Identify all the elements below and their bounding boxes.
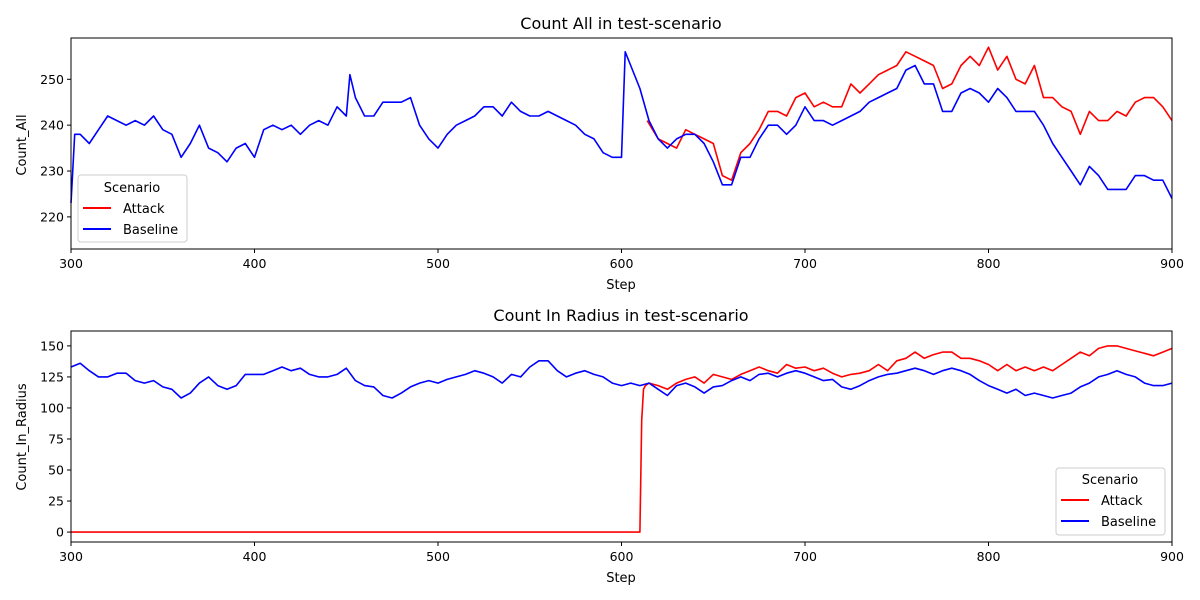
x-tick-label: 400 — [243, 549, 267, 564]
legend-box — [1055, 467, 1166, 536]
x-tick-label: 700 — [793, 549, 817, 564]
x-tick-label: 800 — [977, 549, 1001, 564]
y-tick-label: 75 — [48, 431, 64, 446]
legend-label-attack: Attack — [1101, 494, 1143, 509]
x-tick-label: 600 — [610, 256, 634, 271]
plot-lines — [70, 46, 1173, 204]
x-axis-label: Step — [606, 278, 636, 293]
x-tick-label: 300 — [59, 549, 83, 564]
chart-title: Count In Radius in test-scenario — [493, 306, 748, 325]
x-tick-label: 700 — [793, 256, 817, 271]
x-axis-label: Step — [606, 571, 636, 586]
legend-label-attack: Attack — [123, 202, 165, 217]
x-tick-label: 400 — [243, 256, 267, 271]
y-tick-label: 220 — [40, 209, 64, 224]
y-tick-label: 50 — [48, 463, 64, 478]
x-tick-label: 500 — [426, 256, 450, 271]
chart-panel-count-all: Count All in test-scenario 300 400 500 600 7… — [15, 14, 1184, 293]
series-line-baseline — [70, 359, 1173, 399]
y-tick-label: 25 — [48, 494, 64, 509]
legend-box — [77, 174, 188, 243]
series-line-attack — [71, 345, 1173, 533]
legend-title: Scenario — [104, 181, 161, 196]
x-tick-label: 900 — [1160, 549, 1184, 564]
x-tick-label: 500 — [426, 549, 450, 564]
plot-frame — [70, 330, 1173, 543]
x-tick-label: 600 — [610, 549, 634, 564]
y-tick-label: 250 — [40, 72, 64, 87]
y-tick-label: 150 — [40, 338, 64, 353]
x-tick-label: 800 — [977, 256, 1001, 271]
series-line-baseline — [70, 50, 1173, 204]
legend-title: Scenario — [1082, 473, 1139, 488]
series-line-attack — [646, 46, 1173, 181]
legend: Scenario Attack Baseline — [1055, 467, 1166, 536]
y-axis-label: Count_All — [15, 114, 30, 175]
x-axis-ticks: 300 400 500 600 700 800 900 — [59, 249, 1184, 271]
chart-panel-count-in-radius: Count In Radius in test-scenario 300 400 5… — [15, 306, 1184, 586]
legend: Scenario Attack Baseline — [77, 174, 188, 243]
chart-title: Count All in test-scenario — [520, 14, 721, 33]
legend-label-baseline: Baseline — [1101, 515, 1156, 530]
legend-label-baseline: Baseline — [123, 223, 178, 238]
y-tick-label: 100 — [40, 400, 64, 415]
y-axis-ticks: 0 25 50 75 100 125 150 — [40, 338, 71, 540]
y-axis-ticks: 220 230 240 250 — [40, 72, 71, 224]
y-tick-label: 0 — [56, 525, 64, 540]
y-tick-label: 240 — [40, 118, 64, 133]
y-axis-label: Count_In_Radius — [15, 383, 30, 490]
x-axis-ticks: 300 400 500 600 700 800 900 — [59, 542, 1184, 564]
plot-lines — [70, 345, 1173, 533]
y-tick-label: 125 — [40, 369, 64, 384]
y-tick-label: 230 — [40, 164, 64, 179]
x-tick-label: 300 — [59, 256, 83, 271]
x-tick-label: 900 — [1160, 256, 1184, 271]
